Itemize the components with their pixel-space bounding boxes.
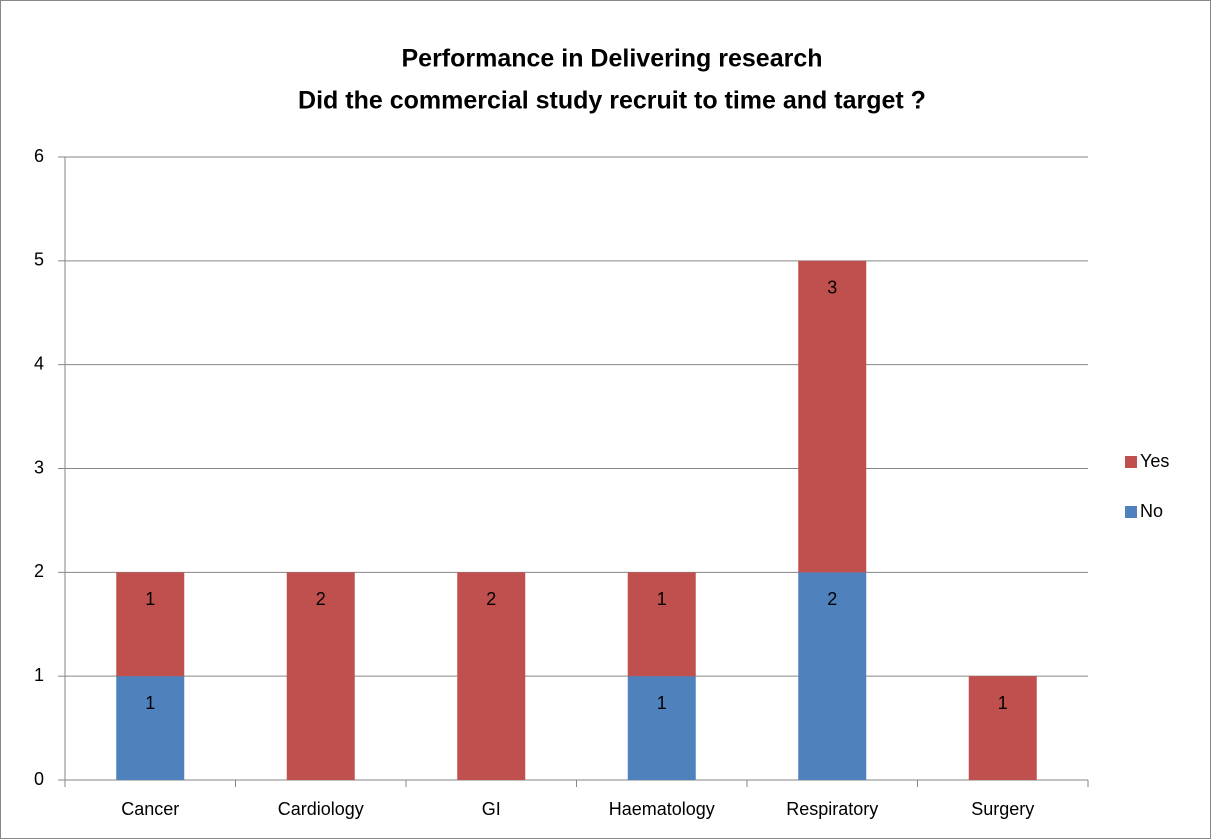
data-label: 3 xyxy=(827,278,837,298)
x-tick-label: Cardiology xyxy=(278,799,364,819)
data-label: 1 xyxy=(145,693,155,713)
x-tick-label: Cancer xyxy=(121,799,179,819)
data-label: 2 xyxy=(316,589,326,609)
x-tick-label: GI xyxy=(482,799,501,819)
data-label: 1 xyxy=(145,589,155,609)
data-label: 2 xyxy=(486,589,496,609)
data-label: 2 xyxy=(827,589,837,609)
bar-segment xyxy=(286,572,355,780)
y-tick-label: 4 xyxy=(34,353,44,373)
bar-segment xyxy=(798,572,867,780)
legend-swatch xyxy=(1125,456,1137,468)
bar-segment xyxy=(627,676,696,780)
bar-segment xyxy=(968,676,1037,780)
bar-segment xyxy=(116,676,185,780)
bar-segment xyxy=(457,572,526,780)
bar-segment xyxy=(627,572,696,677)
y-tick-label: 3 xyxy=(34,457,44,477)
y-tick-label: 2 xyxy=(34,561,44,581)
legend-label: No xyxy=(1140,501,1163,521)
data-label: 1 xyxy=(657,693,667,713)
x-tick-label: Haematology xyxy=(609,799,715,819)
legend-swatch xyxy=(1125,506,1137,518)
bar-segment xyxy=(116,572,185,677)
y-tick-label: 5 xyxy=(34,250,44,270)
y-tick-label: 6 xyxy=(34,146,44,166)
legend-label: Yes xyxy=(1140,451,1169,471)
y-tick-label: 1 xyxy=(34,665,44,685)
data-label: 1 xyxy=(657,589,667,609)
x-tick-label: Respiratory xyxy=(786,799,878,819)
x-tick-label: Surgery xyxy=(971,799,1034,819)
y-tick-label: 0 xyxy=(34,769,44,789)
chart-subtitle: Did the commercial study recruit to time… xyxy=(298,87,926,115)
data-label: 1 xyxy=(998,693,1008,713)
chart-title: Performance in Delivering research xyxy=(401,45,822,73)
bar-segment xyxy=(798,260,867,573)
